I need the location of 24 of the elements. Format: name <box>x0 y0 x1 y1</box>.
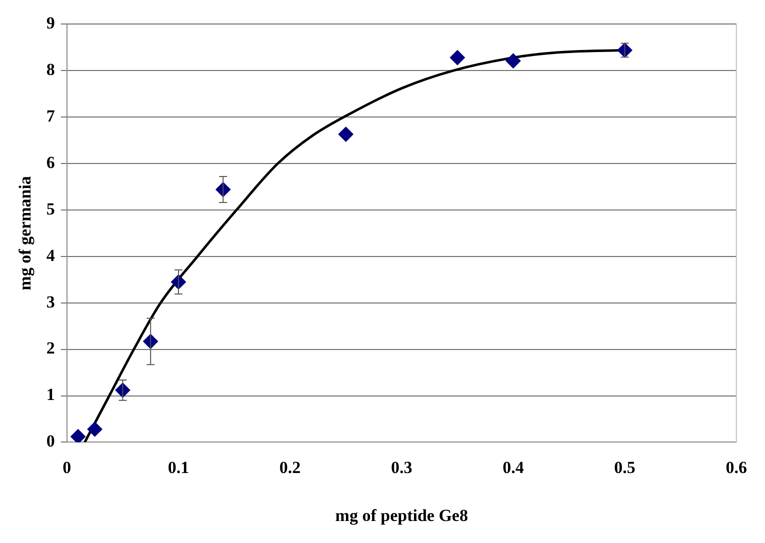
point <box>70 429 86 442</box>
y-tick-label: 0 <box>46 432 55 451</box>
y-tick-label: 1 <box>46 385 55 404</box>
y-tick-label: 7 <box>46 106 56 126</box>
point <box>87 422 102 437</box>
y-tick-label: 8 <box>46 60 55 80</box>
x-tick-label: 0.1 <box>168 458 190 477</box>
y-tick-label: 4 <box>46 246 56 265</box>
y-tick-label: 5 <box>46 199 55 218</box>
point <box>506 53 521 68</box>
y-tick-label: 6 <box>46 152 55 172</box>
y-tick-label: 9 <box>46 14 55 33</box>
x-tick-label: 0.5 <box>614 458 636 477</box>
point <box>450 50 465 66</box>
x-tick-label: 0 <box>62 458 72 477</box>
x-tick-label: 0.2 <box>279 458 301 477</box>
point <box>338 126 354 142</box>
x-tick-label: 0.3 <box>391 458 412 477</box>
y-axis-title: mg of germania <box>16 176 35 290</box>
x-tick-label: 0.4 <box>502 458 524 477</box>
x-tick-label: 0.6 <box>726 458 747 477</box>
x-axis-title: mg of peptide Ge8 <box>335 506 468 526</box>
y-tick-label: 3 <box>46 292 55 312</box>
y-tick-label: 2 <box>46 338 55 358</box>
